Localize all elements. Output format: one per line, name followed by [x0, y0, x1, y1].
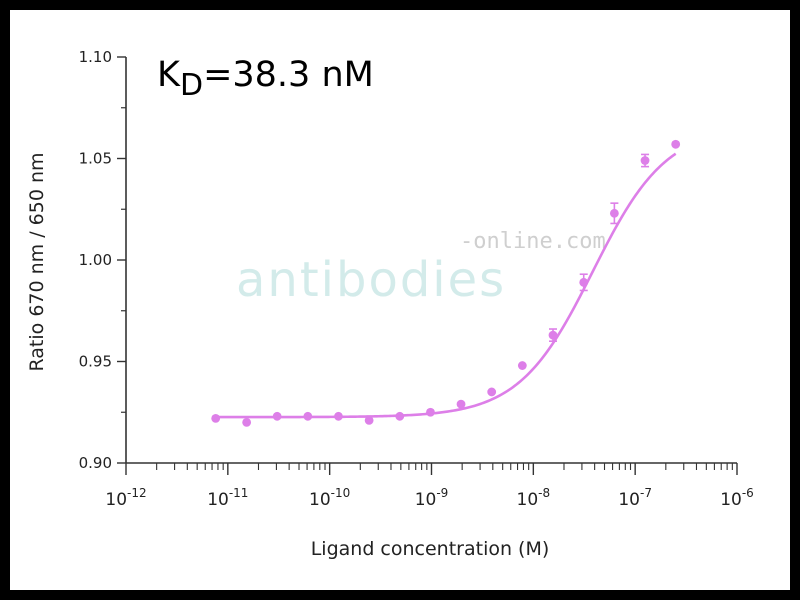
x-tick-label: 10-12	[105, 486, 146, 510]
y-axis-title: Ratio 670 nm / 650 nm	[26, 152, 48, 371]
data-marks	[211, 139, 681, 427]
data-point	[456, 399, 466, 409]
watermark-sub: -online.com	[460, 229, 606, 254]
y-tick-label: 1.05	[79, 150, 112, 168]
data-point	[303, 411, 313, 421]
kd-annotation: KD=38.3 nM	[157, 55, 374, 103]
data-point	[211, 413, 221, 423]
watermark: antibodies -online.com	[236, 229, 606, 308]
data-point	[640, 156, 650, 165]
y-tick-label: 1.00	[79, 251, 112, 269]
kd-subscript: D	[180, 68, 203, 103]
x-axis-title: Ligand concentration (M)	[311, 538, 550, 560]
y-tick-label: 0.90	[79, 454, 112, 472]
data-point	[242, 418, 252, 427]
fit-curve	[215, 152, 677, 419]
data-point	[671, 139, 681, 149]
data-point	[487, 387, 497, 397]
data-point	[334, 411, 343, 421]
data-point	[272, 411, 282, 421]
data-point	[364, 415, 374, 425]
x-tick-label: 10-6	[720, 486, 754, 510]
x-tick-label: 10-8	[517, 486, 551, 510]
data-point	[426, 407, 435, 417]
axes: 0.90 0.95 1.00 1.05 1.10 10-12 10-11 10-10 10-9 1…	[79, 48, 754, 510]
watermark-main: antibodies	[236, 252, 506, 308]
x-tick-label: 10-7	[618, 486, 652, 510]
data-point	[395, 411, 405, 421]
y-tick-label: 1.10	[79, 48, 112, 66]
y-tick-label: 0.95	[79, 353, 112, 371]
data-point	[609, 208, 619, 218]
data-point	[517, 361, 527, 370]
x-tick-label: 10-11	[207, 486, 248, 510]
kd-value: =38.3 nM	[203, 55, 374, 95]
data-point	[579, 277, 589, 287]
x-tick-label: 10-9	[415, 486, 449, 510]
kd-prefix: K	[157, 55, 181, 95]
x-tick-label: 10-10	[309, 486, 350, 510]
data-point	[548, 330, 558, 340]
